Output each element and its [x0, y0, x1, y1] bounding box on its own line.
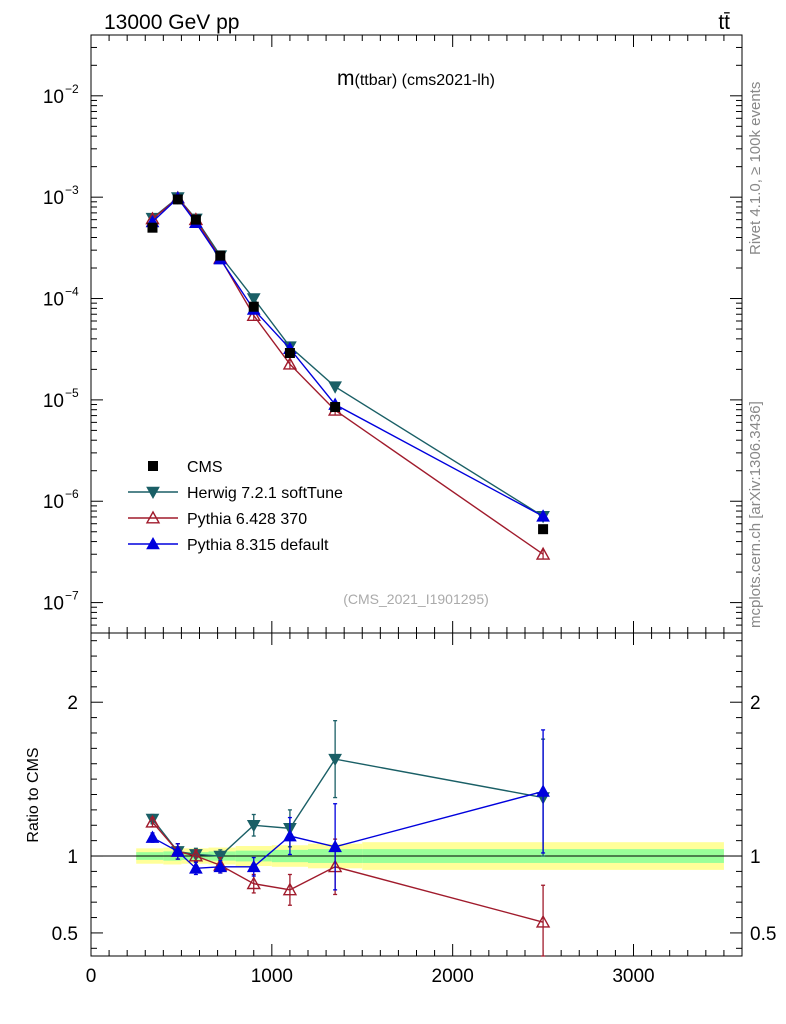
x-tick-label: 0 — [86, 966, 97, 987]
y-tick-label-main: 10 — [43, 290, 64, 311]
y-tick-label-exponent: −5 — [65, 386, 79, 400]
ratio-point — [283, 828, 297, 842]
y-tick-label-exponent: −7 — [65, 589, 79, 603]
rivet-version-label: Rivet 4.1.0, ≥ 100k events — [747, 82, 764, 255]
series-point — [328, 381, 342, 394]
plot-title-rest: (ttbar) (cms2021-lh) — [355, 72, 495, 89]
ratio-point — [328, 839, 342, 853]
y-tick-label-ratio-right: 2 — [750, 693, 761, 714]
legend: CMS Herwig 7.2.1 softTune Pythia 6.428 370… — [128, 459, 343, 554]
legend-marker — [148, 461, 158, 471]
ratio-point — [246, 876, 261, 890]
legend-marker — [146, 536, 160, 550]
ratio-point — [328, 753, 342, 767]
data-point — [330, 402, 341, 413]
ratio-point — [535, 914, 551, 928]
main-axis-ticks: 10−710−610−510−410−310−2 — [43, 35, 743, 633]
data-point — [538, 524, 549, 535]
series-point — [536, 509, 550, 522]
legend-marker — [145, 510, 161, 524]
plot-title-main: m — [337, 67, 355, 90]
series-point — [282, 356, 298, 370]
legend-label: Herwig 7.2.1 softTune — [187, 485, 343, 502]
series-point — [535, 546, 551, 560]
uncertainty-bands — [91, 842, 742, 870]
y-tick-label-ratio: 1 — [67, 847, 78, 868]
plot-title: m(ttbar) (cms2021-lh) — [337, 67, 495, 90]
data-point — [284, 348, 295, 359]
y-tick-label-ratio: 2 — [67, 693, 78, 714]
ratio-point — [189, 861, 203, 874]
data-point — [190, 214, 201, 225]
mcplots-label: mcplots.cern.ch [arXiv:1306.3436] — [747, 401, 764, 628]
y-tick-label-main: 10 — [43, 391, 64, 412]
x-tick-label: 1000 — [251, 966, 293, 987]
data-point — [248, 301, 259, 312]
ratio-point — [213, 850, 228, 864]
ratio-point — [213, 859, 228, 873]
analysis-watermark: (CMS_2021_I1901295) — [343, 591, 489, 607]
y-tick-label-exponent: −6 — [65, 487, 79, 501]
ratio-point — [145, 830, 160, 843]
y-tick-label-main: 10 — [43, 188, 64, 209]
data-point — [147, 222, 158, 233]
ratio-series-group — [145, 720, 551, 957]
ratio-series-line — [151, 821, 544, 923]
y-tick-label-exponent: −3 — [65, 183, 79, 197]
ratio-plot-panel: 0.5 0.5 1 1 2 2 0 1000 2000 3000 Ratio to CMS — [25, 632, 776, 987]
y-tick-label-ratio: 0.5 — [52, 924, 78, 945]
data-point — [172, 194, 183, 205]
legend-label: CMS — [187, 459, 223, 476]
y-tick-label-main: 10 — [43, 87, 64, 108]
y-tick-label-exponent: −4 — [65, 285, 79, 299]
legend-label: Pythia 6.428 370 — [187, 511, 307, 528]
y-tick-label-ratio-right: 0.5 — [750, 924, 776, 945]
data-point — [215, 250, 226, 261]
ratio-point — [188, 848, 204, 862]
ratio-point — [536, 784, 550, 797]
series-point — [246, 293, 261, 306]
x-tick-label: 3000 — [612, 966, 654, 987]
ratio-plot-frame — [90, 632, 743, 957]
energy-label: 13000 GeV pp — [104, 11, 239, 34]
y-tick-label-ratio-right: 1 — [750, 847, 761, 868]
ratio-point — [246, 859, 261, 873]
ratio-point — [145, 814, 160, 828]
series-point — [246, 308, 261, 322]
ratio-axis-ticks: 0.5 0.5 1 1 2 2 0 1000 2000 3000 — [52, 633, 776, 987]
process-label: tt̄ — [718, 11, 730, 34]
ratio-ylabel: Ratio to CMS — [25, 747, 42, 842]
ratio-point — [246, 819, 261, 833]
main-series-group — [145, 190, 551, 560]
legend-marker — [146, 486, 160, 500]
legend-label: Pythia 8.315 default — [187, 537, 329, 554]
ratio-point — [282, 882, 298, 896]
y-tick-label-exponent: −2 — [65, 82, 79, 96]
y-tick-label-main: 10 — [43, 492, 64, 513]
y-tick-label-main: 10 — [43, 594, 64, 615]
main-plot-panel: 10−710−610−510−410−310−2 m(ttbar) (cms20… — [43, 34, 743, 634]
x-tick-label: 2000 — [432, 966, 474, 987]
ratio-point — [170, 844, 185, 857]
